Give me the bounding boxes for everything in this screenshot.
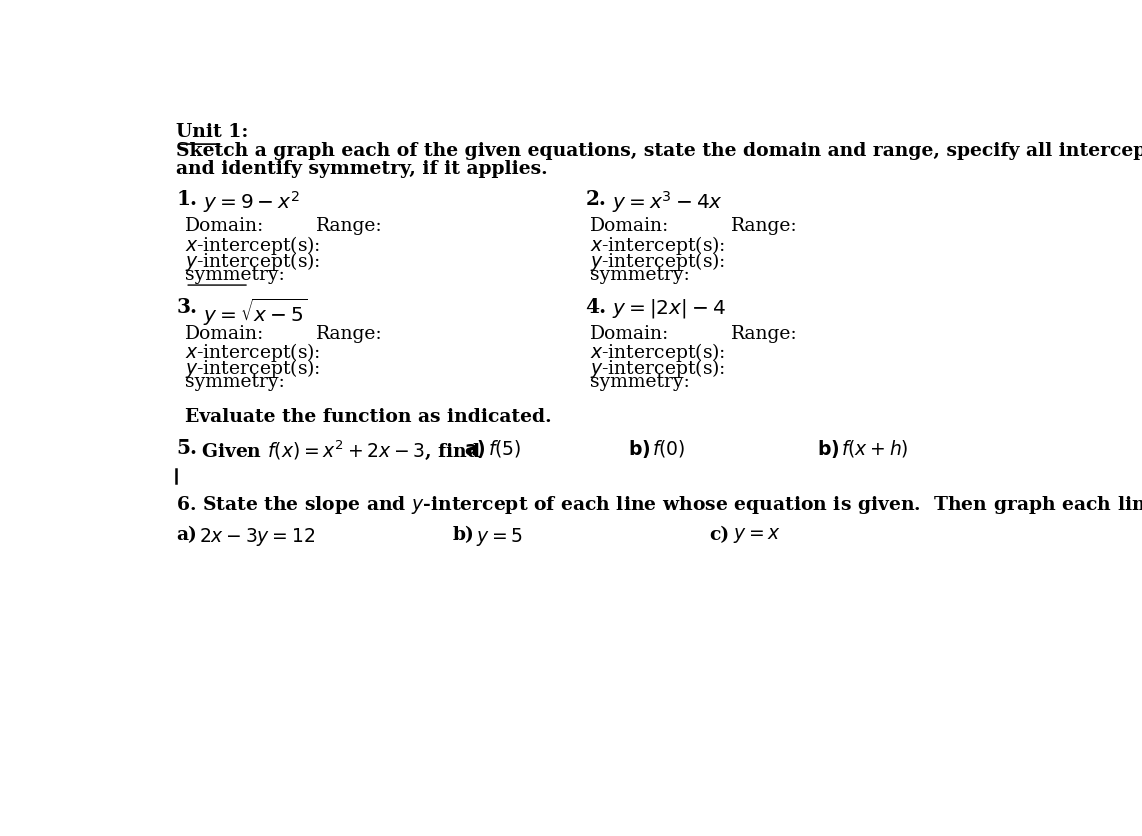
Text: $y = x^{3}-4x$: $y = x^{3}-4x$ [612, 189, 723, 215]
Text: Domain:: Domain: [185, 217, 265, 236]
Text: Domain:: Domain: [185, 325, 265, 343]
Text: $f(x+h)$: $f(x+h)$ [841, 438, 909, 459]
Text: $f(5)$: $f(5)$ [488, 438, 522, 459]
Text: Given $f(x) = x^{2}+2x-3$, find: Given $f(x) = x^{2}+2x-3$, find [201, 438, 481, 461]
Text: 4.: 4. [585, 297, 606, 317]
Text: $\mathbf{b)}$: $\mathbf{b)}$ [628, 438, 650, 461]
Text: $x$-intercept(s):: $x$-intercept(s): [589, 341, 725, 364]
Text: symmetry:: symmetry: [589, 373, 690, 391]
Text: 2.: 2. [585, 189, 606, 209]
Text: $\mathbf{b)}$: $\mathbf{b)}$ [818, 438, 839, 461]
Text: Evaluate the function as indicated.: Evaluate the function as indicated. [185, 408, 552, 426]
Text: $y = 9-x^{2}$: $y = 9-x^{2}$ [203, 189, 300, 215]
Text: c): c) [709, 527, 730, 544]
Text: Unit 1:: Unit 1: [176, 123, 249, 140]
Text: a): a) [176, 527, 198, 544]
Text: $y = |2x|-4$: $y = |2x|-4$ [612, 297, 725, 319]
Text: Range:: Range: [316, 325, 383, 343]
Text: Domain:: Domain: [589, 325, 669, 343]
Text: $y=x$: $y=x$ [733, 527, 781, 545]
Text: 6. State the slope and $y$-intercept of each line whose equation is given.  Then: 6. State the slope and $y$-intercept of … [176, 494, 1142, 517]
Text: 5.: 5. [176, 438, 198, 458]
Text: $\mathbf{a)}$: $\mathbf{a)}$ [464, 438, 485, 461]
Text: Sketch a graph each of the given equations, state the domain and range, specify : Sketch a graph each of the given equatio… [176, 142, 1142, 161]
Text: 1.: 1. [176, 189, 198, 209]
Text: $x$-intercept(s):: $x$-intercept(s): [185, 341, 321, 364]
Text: $y = \sqrt{x-5}$: $y = \sqrt{x-5}$ [203, 297, 308, 328]
Text: Domain:: Domain: [589, 217, 669, 236]
Text: symmetry:: symmetry: [185, 373, 286, 391]
Text: $2x-3y=12$: $2x-3y=12$ [199, 527, 314, 548]
Text: symmetry:: symmetry: [589, 266, 690, 283]
Text: $y=5$: $y=5$ [476, 527, 523, 548]
Text: Range:: Range: [731, 325, 798, 343]
Text: $f(0)$: $f(0)$ [652, 438, 685, 459]
Text: $y$-intercept(s):: $y$-intercept(s): [185, 357, 321, 380]
Text: $y$-intercept(s):: $y$-intercept(s): [185, 250, 321, 273]
Text: symmetry:: symmetry: [185, 266, 286, 283]
Text: b): b) [452, 527, 474, 544]
Text: Range:: Range: [316, 217, 383, 236]
Text: Range:: Range: [731, 217, 798, 236]
Text: $y$-intercept(s):: $y$-intercept(s): [589, 250, 725, 273]
Text: and identify symmetry, if it applies.: and identify symmetry, if it applies. [176, 160, 548, 177]
Text: $x$-intercept(s):: $x$-intercept(s): [589, 233, 725, 257]
Text: $y$-intercept(s):: $y$-intercept(s): [589, 357, 725, 380]
Text: $x$-intercept(s):: $x$-intercept(s): [185, 233, 321, 257]
Text: 3.: 3. [176, 297, 198, 317]
